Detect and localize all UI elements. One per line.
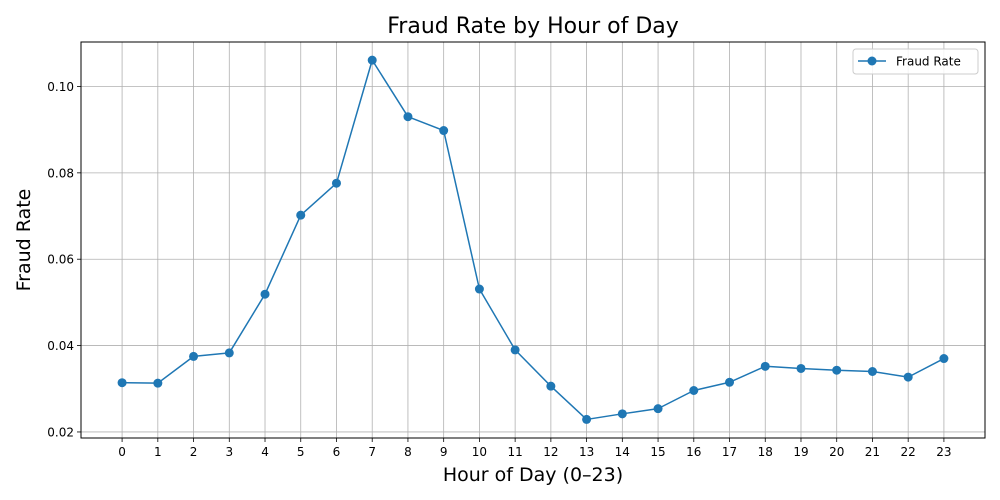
data-point [439, 126, 449, 136]
x-tick-label: 15 [650, 445, 665, 459]
data-point [331, 178, 341, 188]
x-tick-label: 0 [118, 445, 126, 459]
x-axis-ticks: 0 1 2 3 4 5 6 7 8 9 10 11 12 13 14 15 16 17 18 19 20 21 22 23 [118, 438, 952, 459]
x-tick-label: 13 [579, 445, 594, 459]
x-tick-label: 9 [440, 445, 448, 459]
y-tick-label: 0.02 [47, 425, 74, 439]
data-point [867, 366, 877, 376]
data-point [832, 365, 842, 375]
grid [81, 42, 985, 438]
x-tick-label: 17 [722, 445, 737, 459]
data-point [224, 348, 234, 358]
y-tick-label: 0.04 [47, 339, 74, 353]
x-tick-label: 18 [758, 445, 773, 459]
y-tick-label: 0.10 [47, 80, 74, 94]
legend-marker-sample [867, 56, 877, 66]
data-point [474, 284, 484, 294]
x-tick-label: 8 [404, 445, 412, 459]
y-tick-label: 0.06 [47, 253, 74, 267]
data-point [296, 210, 306, 220]
data-point [689, 385, 699, 395]
x-tick-label: 2 [190, 445, 198, 459]
data-point [189, 351, 199, 361]
data-point [760, 361, 770, 371]
x-tick-label: 7 [368, 445, 376, 459]
data-point [617, 409, 627, 419]
data-point [939, 354, 949, 364]
series-layer [117, 55, 949, 424]
x-tick-label: 22 [901, 445, 916, 459]
data-point [403, 112, 413, 122]
data-point [582, 414, 592, 424]
x-tick-label: 19 [793, 445, 808, 459]
data-point [653, 404, 663, 414]
legend-box [852, 48, 979, 75]
x-tick-label: 3 [225, 445, 233, 459]
x-tick-label: 23 [936, 445, 951, 459]
x-tick-label: 21 [865, 445, 880, 459]
x-tick-label: 6 [333, 445, 341, 459]
x-tick-label: 5 [297, 445, 305, 459]
plot-frame [80, 41, 986, 439]
y-tick-label: 0.08 [47, 166, 74, 180]
x-axis-label: Hour of Day (0–23) [443, 464, 623, 486]
legend-label: Fraud Rate [896, 55, 961, 69]
data-point [903, 372, 913, 382]
data-point [510, 345, 520, 355]
legend: Fraud Rate [852, 48, 979, 75]
data-point [546, 381, 556, 391]
x-tick-label: 10 [472, 445, 487, 459]
data-point [367, 55, 377, 65]
x-tick-label: 4 [261, 445, 269, 459]
data-point [260, 289, 270, 299]
x-tick-label: 20 [829, 445, 844, 459]
y-axis-label: Fraud Rate [13, 189, 35, 292]
data-point [117, 378, 127, 388]
x-tick-label: 11 [507, 445, 522, 459]
series-line-fraud-rate [122, 59, 945, 421]
chart-title: Fraud Rate by Hour of Day [387, 14, 679, 39]
y-axis-ticks: 0.02 0.04 0.06 0.08 0.10 [47, 80, 81, 439]
x-tick-label: 14 [615, 445, 630, 459]
x-tick-label: 1 [154, 445, 162, 459]
x-tick-label: 16 [686, 445, 701, 459]
data-point [725, 377, 735, 387]
data-point [796, 363, 806, 373]
x-tick-label: 12 [543, 445, 558, 459]
data-point [153, 378, 163, 388]
